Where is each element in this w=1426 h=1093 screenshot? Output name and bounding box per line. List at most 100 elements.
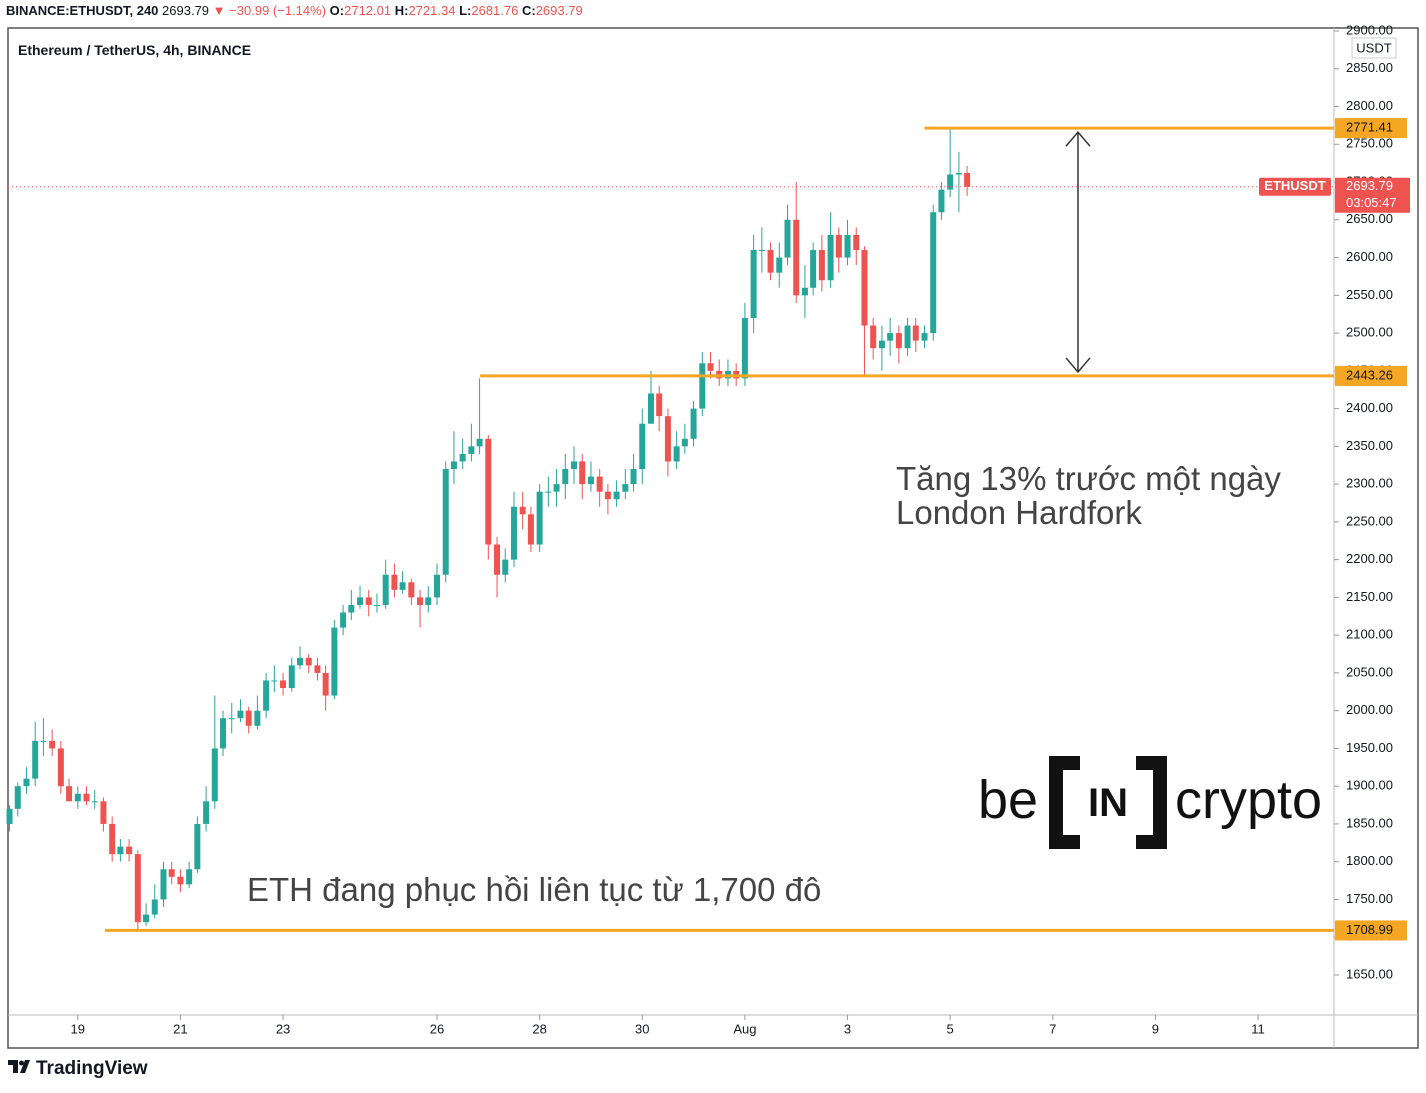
symbol-label-box: [1259, 177, 1331, 196]
candle-body: [784, 219, 791, 258]
candle-body: [348, 604, 355, 613]
candle-body: [40, 740, 47, 742]
y-tick-label: 2500.00: [1346, 325, 1393, 340]
y-tick-label: 2600.00: [1346, 249, 1393, 264]
candle-body: [613, 491, 620, 500]
candle-body: [442, 469, 449, 575]
candle-body: [741, 317, 748, 379]
footer: TradingView: [8, 1058, 148, 1080]
candle-body: [707, 363, 714, 371]
candle-body: [74, 793, 81, 802]
candle-body: [938, 189, 945, 213]
logo: be IN crypto: [978, 756, 1322, 849]
candle-body: [14, 786, 21, 809]
x-tick-label: 9: [1152, 1021, 1159, 1036]
candle-body: [228, 718, 235, 720]
candle-body: [408, 582, 415, 598]
annotation: Tăng 13% trước một ngày: [896, 460, 1281, 497]
y-tick-label: 2750.00: [1346, 136, 1393, 151]
x-tick-label: 3: [844, 1021, 851, 1036]
candle-body: [545, 491, 552, 493]
ohlc-value: 2721.34: [408, 3, 456, 18]
y-tick-label: 2150.00: [1346, 589, 1393, 604]
y-tick-label: 2000.00: [1346, 702, 1393, 717]
candle-body: [758, 250, 765, 252]
candle-body: [699, 363, 706, 409]
candle-body: [853, 234, 860, 251]
candle-body: [254, 710, 261, 726]
y-tick-label: 1800.00: [1346, 853, 1393, 868]
candle-body: [425, 597, 432, 605]
y-tick-label: 2800.00: [1346, 98, 1393, 113]
change-arrow: ▼: [212, 3, 226, 18]
candle-body: [485, 438, 492, 545]
y-tick-label: 2100.00: [1346, 627, 1393, 642]
candle-body: [827, 234, 834, 281]
candle-body: [417, 597, 424, 605]
frame: [7, 27, 1419, 1049]
symbol-header: BINANCE:ETHUSDT, 240 2693.79 ▼ −30.99 (−…: [6, 3, 583, 18]
y-tick-label: 1650.00: [1346, 966, 1393, 981]
candle-body: [810, 250, 817, 288]
candle-body: [630, 469, 637, 485]
candle-body: [314, 665, 321, 673]
ohlc-key: L:: [459, 3, 472, 18]
candle-body: [237, 710, 244, 719]
candle-body: [861, 250, 868, 326]
candle-body: [562, 469, 569, 485]
candle-body: [399, 582, 406, 590]
candle-body: [340, 612, 347, 628]
candle-body: [143, 914, 150, 923]
ohlc-value: 2681.76: [471, 3, 519, 18]
candle-body: [194, 823, 201, 870]
candle-body: [296, 657, 303, 666]
candle-body: [391, 574, 398, 590]
candle-body: [494, 544, 501, 575]
price-label: 2693.79: [1346, 178, 1393, 193]
change: −30.99 (−1.14%): [229, 3, 327, 18]
ohlc-key: O:: [329, 3, 345, 18]
y-tick-label: 2650.00: [1346, 211, 1393, 226]
candle-body: [681, 438, 688, 447]
candle-body: [357, 597, 364, 605]
x-tick-label: Aug: [733, 1021, 756, 1036]
y-tick-label: 2050.00: [1346, 664, 1393, 679]
y-tick-label: 2850.00: [1346, 60, 1393, 75]
candle-body: [57, 748, 64, 787]
candle-body: [895, 333, 902, 349]
y-tick-label: 2900.00: [1346, 22, 1393, 37]
candle-body: [49, 740, 56, 749]
candle-body: [450, 461, 457, 470]
level-label-box: [1335, 365, 1407, 386]
logo-text: crypto: [1175, 770, 1322, 830]
candle-body: [947, 174, 954, 190]
logo-bracket: [1136, 756, 1167, 849]
candle-body: [519, 506, 526, 515]
candle-body: [878, 340, 885, 349]
candle-body: [801, 287, 808, 296]
candle-body: [177, 876, 184, 885]
candle-body: [818, 250, 825, 281]
candle-body: [656, 393, 663, 417]
logo-text: IN: [1088, 781, 1128, 825]
candle-body: [23, 778, 30, 787]
candle-body: [117, 846, 124, 855]
candle-body: [280, 680, 287, 689]
candle-body: [964, 172, 971, 187]
annotation: ETH đang phục hồi liên tục từ 1,700 đô: [247, 871, 821, 908]
candle-body: [331, 627, 338, 696]
candle-body: [322, 672, 329, 696]
candle-body: [664, 416, 671, 462]
logo-bracket: [1049, 756, 1080, 849]
level-label-box: [1335, 118, 1407, 139]
x-tick-label: 7: [1049, 1021, 1056, 1036]
candle-body: [134, 854, 141, 923]
candle-body: [579, 461, 586, 485]
x-tick-label: 30: [635, 1021, 649, 1036]
level-label-box: [1335, 920, 1407, 941]
candle-body: [382, 574, 389, 605]
candle-body: [220, 718, 227, 749]
y-tick-label: 2400.00: [1346, 400, 1393, 415]
